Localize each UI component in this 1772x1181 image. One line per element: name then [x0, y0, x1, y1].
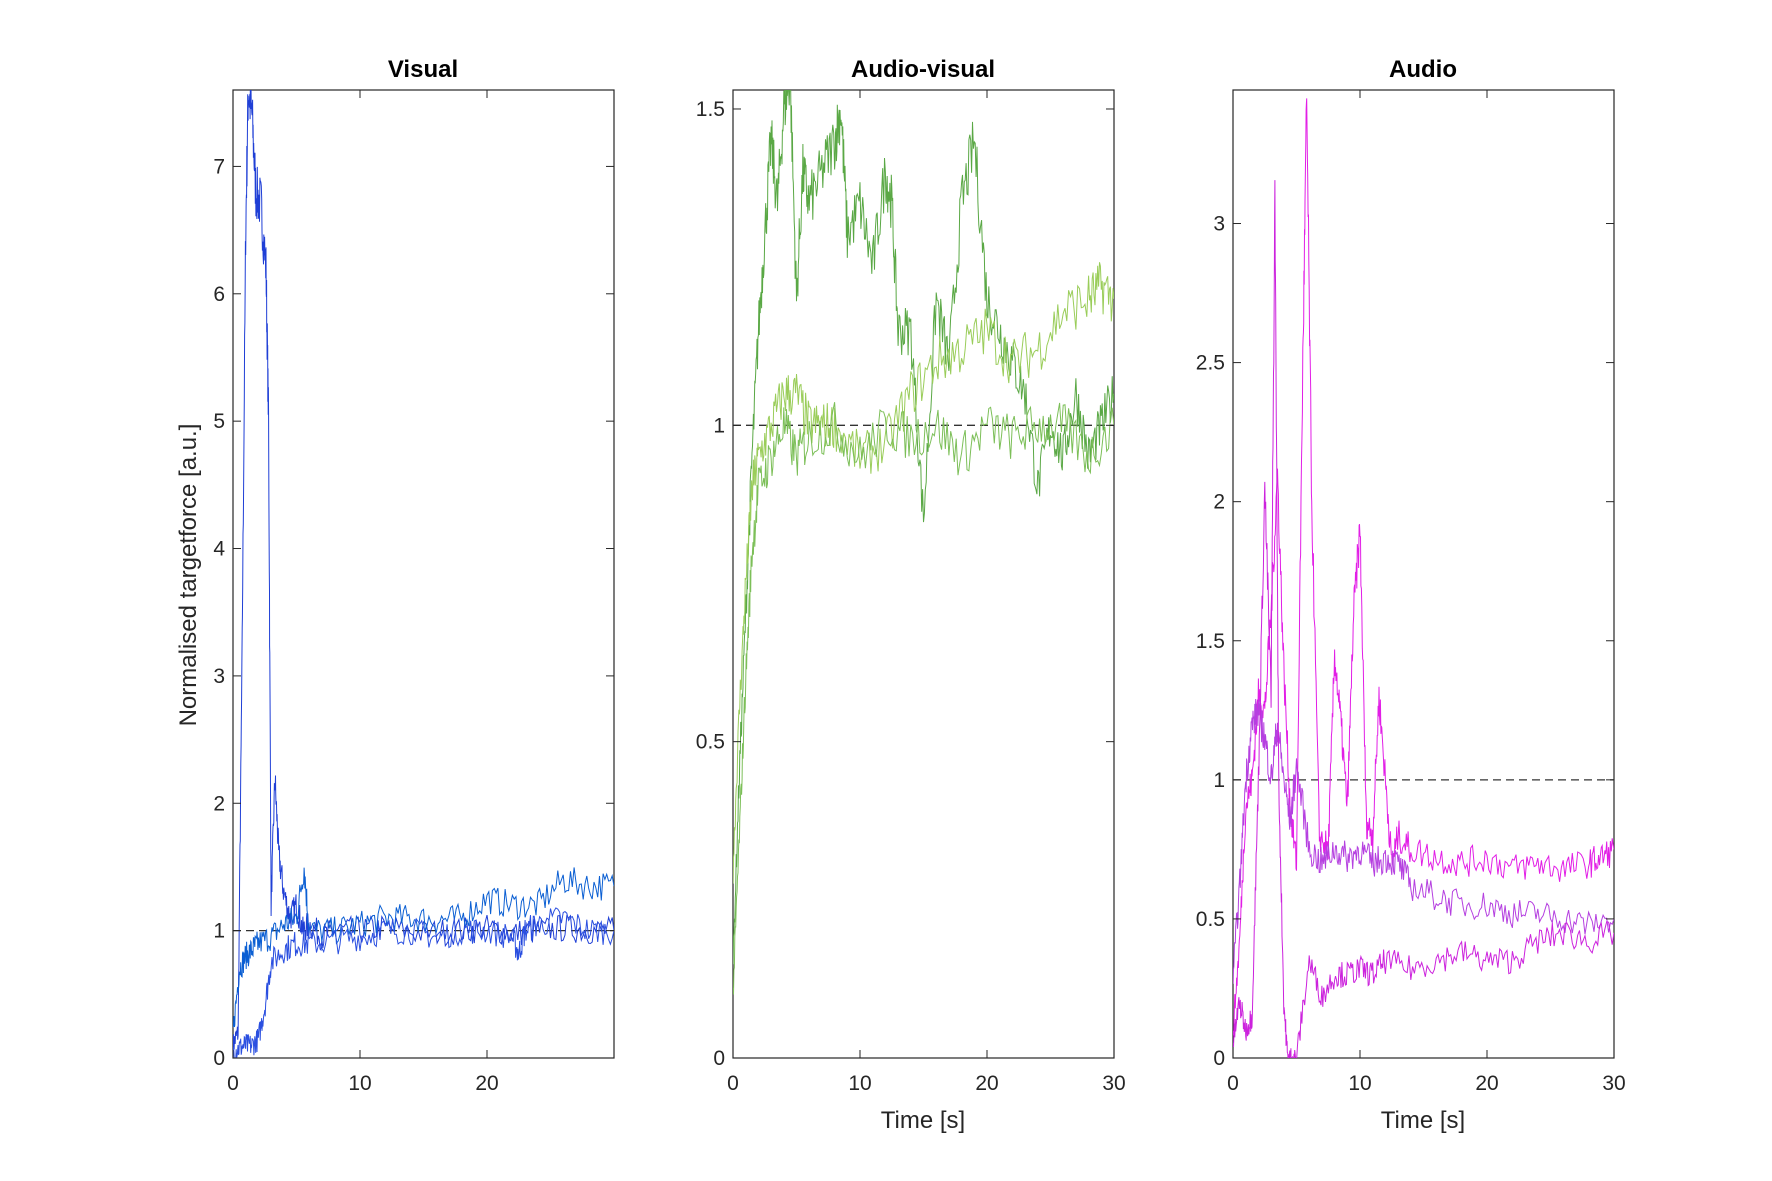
y-tick-label: 0.5 — [696, 731, 725, 754]
y-tick-label: 0 — [1213, 1047, 1225, 1070]
y-tick-label: 2 — [1213, 491, 1225, 514]
x-tick-label: 10 — [1348, 1072, 1371, 1095]
series-line — [233, 907, 614, 1058]
panel-visual: Visual Normalised targetforce [a.u.] 0 1 2… — [175, 56, 615, 1095]
x-tick-label: 0 — [227, 1072, 239, 1095]
y-tick-label: 1 — [213, 920, 225, 943]
panel-title: Audio-visual — [851, 56, 995, 83]
y-tick-label: 1 — [1213, 769, 1225, 792]
panel-title: Audio — [1389, 56, 1457, 83]
y-tick-label: 3 — [213, 665, 225, 688]
x-axis-label: Time [s] — [881, 1107, 965, 1134]
y-tick-label: 4 — [213, 538, 225, 561]
y-tick-label: 0.5 — [1196, 908, 1225, 931]
y-tick-label: 1 — [713, 414, 725, 437]
series-line — [733, 262, 1114, 884]
y-tick-label: 0 — [713, 1047, 725, 1070]
plot-area: 0 1 2 3 4 5 6 7 0 10 20 — [213, 89, 615, 1095]
x-tick-label: 20 — [1475, 1072, 1498, 1095]
x-axis-label: Time [s] — [1381, 1107, 1465, 1134]
x-tick-label: 30 — [1602, 1072, 1625, 1095]
series-line — [733, 90, 1114, 965]
x-tick-label: 30 — [1102, 1072, 1125, 1095]
axes-box — [1232, 89, 1615, 1059]
y-axis-label: Normalised targetforce [a.u.] — [175, 424, 202, 727]
panel-audio-visual: Audio-visual Time [s] 0 0.5 1 1.5 0 10 20 30 — [696, 56, 1126, 1134]
y-tick-label: 0 — [213, 1047, 225, 1070]
y-tick-label: 2 — [213, 792, 225, 815]
series-line — [233, 867, 614, 1028]
y-tick-label: 3 — [1213, 213, 1225, 236]
y-tick-label: 7 — [213, 155, 225, 178]
x-tick-label: 10 — [848, 1072, 871, 1095]
y-tick-label: 2.5 — [1196, 352, 1225, 375]
y-tick-label: 1.5 — [696, 98, 725, 121]
series-line — [1233, 698, 1614, 984]
y-tick-label: 5 — [213, 410, 225, 433]
series-line — [233, 90, 614, 1058]
series-line — [733, 402, 1114, 995]
panel-title: Visual — [388, 56, 458, 83]
plot-area: 00.511.522.530 10 20 30 — [1196, 89, 1626, 1095]
plot-area: 0 0.5 1 1.5 0 10 20 30 — [696, 89, 1126, 1095]
y-tick-label: 6 — [213, 283, 225, 306]
x-tick-label: 0 — [1227, 1072, 1239, 1095]
series-group — [733, 90, 1114, 995]
series-line — [1233, 180, 1614, 1058]
y-tick-label: 1.5 — [1196, 630, 1225, 653]
axes-box — [232, 89, 615, 1059]
panel-audio: Audio Time [s] 00.511.522.530 10 20 30 — [1196, 56, 1626, 1134]
x-tick-label: 20 — [475, 1072, 498, 1095]
axes-box — [732, 89, 1115, 1059]
x-tick-label: 20 — [975, 1072, 998, 1095]
series-group — [233, 90, 614, 1058]
x-tick-label: 0 — [727, 1072, 739, 1095]
series-group — [1233, 98, 1614, 1058]
x-tick-label: 10 — [348, 1072, 371, 1095]
